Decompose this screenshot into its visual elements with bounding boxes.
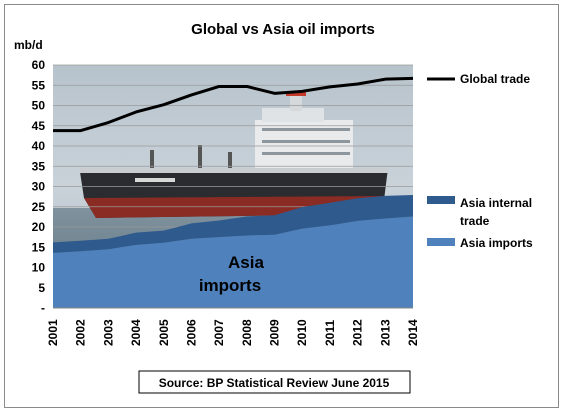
chart-title: Global vs Asia oil imports [191,21,375,38]
x-tick-label: 2011 [323,320,337,346]
legend-label-global-trade: Global trade [460,72,530,86]
x-axis: 2001 2002 2003 2004 2005 2006 2007 2008 2009 2010… [46,319,420,346]
y-tick-label: 60 [32,58,46,72]
x-tick-label: 2004 [129,319,143,346]
stacked-areas [53,195,413,308]
x-tick-label: 2013 [378,319,392,346]
y-axis: - 5 10 15 20 25 30 35 40 45 50 55 60 [32,58,413,315]
x-tick-label: 2012 [351,319,365,346]
y-tick-label: 25 [32,200,46,214]
annotation-imports: imports [199,276,261,295]
y-tick-label: 5 [38,281,45,295]
y-tick-label: 55 [32,78,46,92]
x-tick-label: 2008 [240,319,254,346]
y-tick-label: 35 [32,159,46,173]
y-tick-label: 30 [32,180,46,194]
y-tick-label: 15 [32,240,46,254]
area-asia-imports [53,216,413,308]
y-tick-label: 40 [32,139,46,153]
global-trade-line-path [53,76,414,133]
x-tick-label: 2001 [46,319,60,346]
x-tick-label: 2003 [101,319,115,346]
y-axis-label: mb/d [14,38,43,52]
y-tick-label: 10 [32,261,46,275]
area-asia-internal-trade [53,195,413,253]
source-note: Source: BP Statistical Review June 2015 [159,376,390,390]
x-tick-label: 2010 [295,319,309,346]
legend-swatch-asia-imports [427,238,455,246]
x-tick-label: 2002 [74,319,88,346]
x-tick-label: 2009 [268,319,282,346]
legend-swatch-asia-internal-trade [427,196,455,204]
y-tick-label: 45 [32,119,46,133]
x-tick-label: 2006 [184,319,198,346]
global-trade-line [53,76,414,133]
x-tick-label: 2007 [212,319,226,346]
x-tick-label: 2014 [406,319,420,346]
legend-label-asia-imports: Asia imports [460,236,533,250]
y-tick-label: - [41,301,45,315]
y-tick-label: 20 [32,220,46,234]
source-box [138,370,411,394]
legend-label-asia-internal-trade: Asia internal trade [460,196,532,228]
legend: Global trade Asia internal trade Asia imp… [427,72,533,250]
x-tick-label: 2005 [157,319,171,346]
y-tick-label: 50 [32,99,46,113]
annotation-asia: Asia [228,253,264,272]
